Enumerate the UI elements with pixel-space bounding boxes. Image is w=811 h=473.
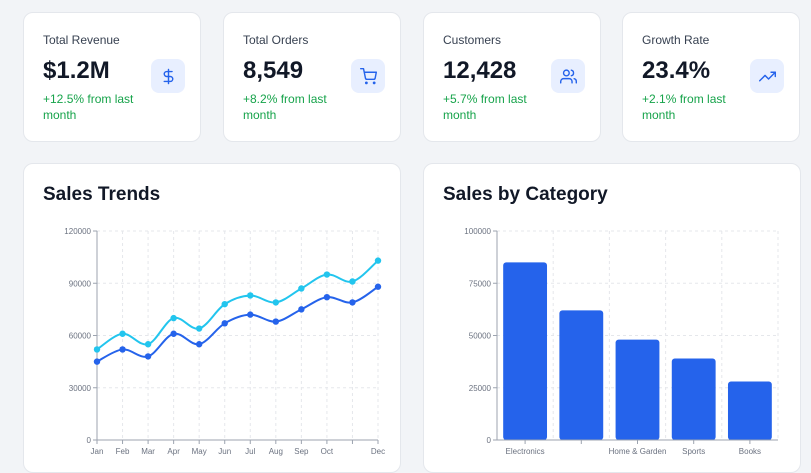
data-point [374, 257, 382, 264]
sales-by-category-title: Sales by Category [443, 184, 608, 205]
bar [503, 262, 548, 440]
data-point [170, 314, 177, 322]
x-tick-label: Home & Garden [609, 447, 667, 456]
data-point [195, 325, 203, 332]
y-tick-label: 30000 [69, 384, 92, 393]
y-tick-label: 0 [87, 436, 92, 445]
data-point [144, 341, 152, 348]
dollar-icon [151, 59, 185, 93]
x-tick-label: Dec [371, 447, 385, 456]
y-tick-label: 25000 [469, 384, 492, 393]
sales-trends-title: Sales Trends [43, 184, 161, 205]
sales-trends-panel: Sales Trends 0 30000 60000 90000 120000 Jan Fe… [23, 163, 401, 473]
data-point [93, 346, 101, 353]
y-tick-label: 120000 [64, 227, 91, 236]
stat-change: +5.7% from last month [443, 92, 527, 122]
sales-by-category-chart: 0 25000 50000 75000 100000 Electronics Home & … [464, 227, 779, 456]
data-point [221, 300, 228, 308]
data-point [144, 353, 152, 360]
x-tick-label: Sep [294, 447, 309, 456]
bar [559, 310, 604, 440]
x-tick-label: Jan [91, 447, 104, 456]
stat-label: Customers [443, 33, 502, 47]
cart-icon [351, 59, 385, 93]
trending-up-icon [750, 59, 784, 93]
sales-trends-chart: 0 30000 60000 90000 120000 Jan Feb Mar Apr May Jun… [64, 227, 385, 456]
data-point [170, 330, 177, 337]
data-point [298, 285, 305, 292]
users-icon [551, 59, 585, 93]
x-tick-label: Jun [218, 447, 231, 456]
y-tick-label: 60000 [69, 332, 92, 341]
data-point [247, 292, 254, 299]
data-point [349, 278, 356, 285]
data-point [323, 271, 331, 278]
x-tick-label: Jul [245, 447, 255, 456]
bar [727, 381, 772, 440]
bar [615, 339, 660, 440]
data-point [247, 311, 254, 318]
bar [671, 358, 716, 440]
y-tick-label: 100000 [464, 227, 491, 236]
stat-value: 12,428 [443, 57, 517, 84]
data-point [119, 346, 126, 353]
x-tick-label: Electronics [506, 447, 545, 456]
stat-value: $1.2M [43, 57, 110, 84]
x-tick-label: Sports [682, 447, 705, 456]
x-tick-label: Mar [141, 447, 155, 456]
x-tick-label: Books [739, 447, 761, 456]
y-tick-label: 75000 [469, 279, 492, 288]
data-point [195, 341, 203, 348]
stat-card-total-orders: Total Orders 8,549 +8.2% from last month [223, 12, 401, 142]
data-point [298, 306, 305, 313]
data-point [221, 320, 228, 327]
y-tick-label: 50000 [469, 332, 492, 341]
data-point [349, 299, 356, 306]
x-tick-label: Aug [269, 447, 283, 456]
data-point [93, 358, 101, 365]
stat-change: +12.5% from last month [43, 92, 134, 122]
x-tick-label: Oct [321, 447, 334, 456]
x-tick-label: May [192, 447, 207, 456]
stat-label: Total Revenue [43, 33, 120, 47]
stat-change: +2.1% from last month [642, 92, 726, 122]
y-tick-label: 90000 [69, 279, 92, 288]
x-tick-label: Apr [167, 447, 180, 456]
data-point [374, 283, 382, 290]
sales-by-category-panel: Sales by Category 0 25000 50000 75000 100000… [423, 163, 801, 473]
stat-card-customers: Customers 12,428 +5.7% from last month [423, 12, 601, 142]
data-point [323, 293, 331, 301]
stat-value: 8,549 [243, 57, 304, 84]
stat-change: +8.2% from last month [243, 92, 327, 122]
stat-card-growth-rate: Growth Rate 23.4% +2.1% from last month [622, 12, 800, 142]
data-point [272, 299, 280, 306]
stat-value: 23.4% [642, 57, 711, 84]
x-tick-label: Feb [116, 447, 130, 456]
data-point [119, 330, 126, 337]
data-point [272, 318, 280, 325]
y-tick-label: 0 [487, 436, 492, 445]
series-line-1 [96, 259, 379, 351]
stat-label: Total Orders [243, 33, 309, 47]
stat-card-total-revenue: Total Revenue $1.2M +12.5% from last mon… [23, 12, 201, 142]
stat-label: Growth Rate [642, 33, 710, 47]
